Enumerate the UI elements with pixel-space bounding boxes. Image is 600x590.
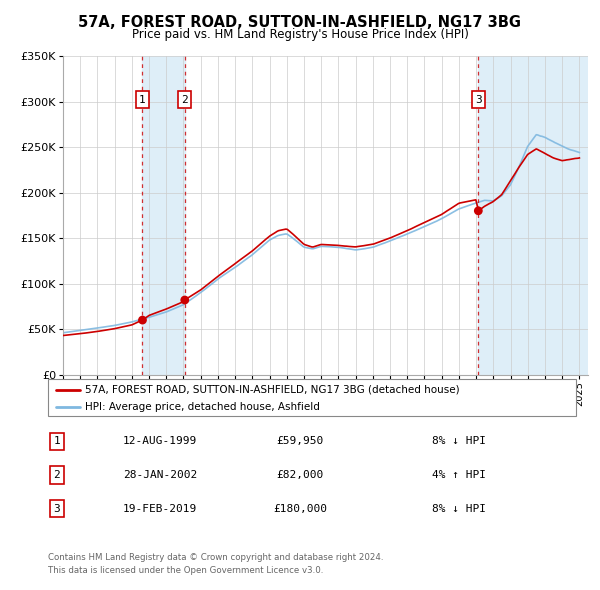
Point: [473, 206, 483, 215]
Text: 3: 3: [475, 95, 482, 105]
Text: This data is licensed under the Open Government Licence v3.0.: This data is licensed under the Open Gov…: [48, 566, 323, 575]
Bar: [142, 56, 185, 375]
Text: 8% ↓ HPI: 8% ↓ HPI: [432, 437, 486, 446]
Bar: [478, 56, 588, 375]
Point: [137, 316, 147, 325]
Text: 4% ↑ HPI: 4% ↑ HPI: [432, 470, 486, 480]
Text: 2: 2: [53, 470, 61, 480]
Text: 19-FEB-2019: 19-FEB-2019: [123, 504, 197, 513]
Text: 28-JAN-2002: 28-JAN-2002: [123, 470, 197, 480]
FancyBboxPatch shape: [48, 379, 576, 416]
Text: 8% ↓ HPI: 8% ↓ HPI: [432, 504, 486, 513]
Text: £82,000: £82,000: [277, 470, 323, 480]
Text: 1: 1: [53, 437, 61, 446]
Point: [180, 295, 190, 304]
Text: 57A, FOREST ROAD, SUTTON-IN-ASHFIELD, NG17 3BG: 57A, FOREST ROAD, SUTTON-IN-ASHFIELD, NG…: [79, 15, 521, 30]
Text: 57A, FOREST ROAD, SUTTON-IN-ASHFIELD, NG17 3BG (detached house): 57A, FOREST ROAD, SUTTON-IN-ASHFIELD, NG…: [85, 385, 460, 395]
Text: 12-AUG-1999: 12-AUG-1999: [123, 437, 197, 446]
Text: £59,950: £59,950: [277, 437, 323, 446]
Text: Price paid vs. HM Land Registry's House Price Index (HPI): Price paid vs. HM Land Registry's House …: [131, 28, 469, 41]
Text: 3: 3: [53, 504, 61, 513]
Text: £180,000: £180,000: [273, 504, 327, 513]
Text: 2: 2: [181, 95, 188, 105]
Text: Contains HM Land Registry data © Crown copyright and database right 2024.: Contains HM Land Registry data © Crown c…: [48, 553, 383, 562]
Text: 1: 1: [139, 95, 146, 105]
Text: HPI: Average price, detached house, Ashfield: HPI: Average price, detached house, Ashf…: [85, 402, 320, 412]
